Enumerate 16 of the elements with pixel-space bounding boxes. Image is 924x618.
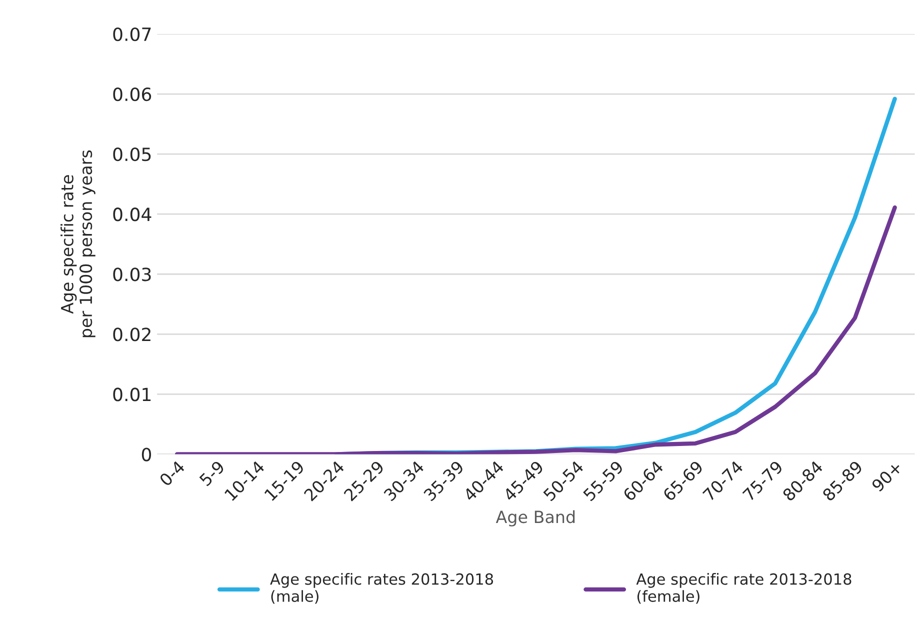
y-tick-label: 0.03 <box>113 268 151 282</box>
y-tick-label: 0.02 <box>113 328 150 342</box>
x-tick-label: 90+ <box>870 460 903 492</box>
y-tick-label: 0.06 <box>113 87 152 102</box>
y-axis-title: Age specific rate per 1000 person years <box>60 150 96 338</box>
y-tick-label: 0.05 <box>113 148 151 162</box>
x-tick-label: 0-4 <box>158 460 186 487</box>
legend-label: Age specific rate 2013-2018 (female) <box>636 573 852 604</box>
y-tick-label: 0.04 <box>113 208 152 222</box>
x-axis-title: Age Band <box>496 510 575 526</box>
y-tick-label: 0 <box>142 448 152 462</box>
y-tick-label: 0.07 <box>113 27 151 42</box>
legend-label: Age specific rates 2013-2018 (male) <box>270 573 494 604</box>
x-tick-label: 5-9 <box>198 460 226 487</box>
line-series <box>174 205 897 454</box>
y-tick-label: 0.01 <box>113 388 151 402</box>
